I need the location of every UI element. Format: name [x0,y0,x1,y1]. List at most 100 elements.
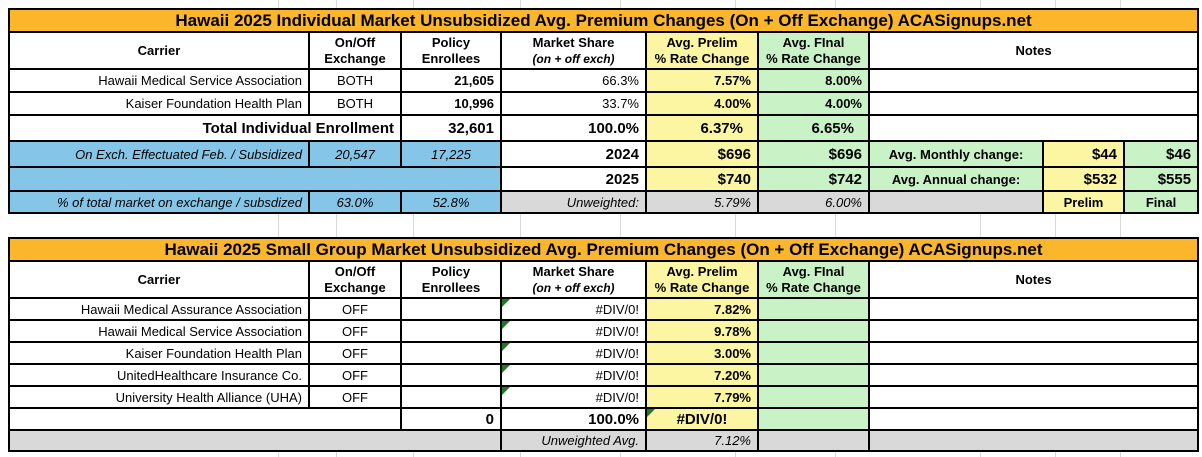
cell-blank-blue[interactable] [8,166,502,192]
col-header-notes[interactable]: Notes [867,31,1200,70]
cell-monthly-change-prelim[interactable]: $44 [1042,140,1125,168]
cell-total-prelim[interactable]: #DIV/0! [645,407,759,431]
cell-prelim-change[interactable]: 7.20% [645,363,759,387]
cell-final-change[interactable] [757,363,870,387]
col-header-market-share[interactable]: Market Share (on + off exch) [500,31,647,70]
cell-exchange[interactable]: OFF [308,363,402,387]
cell-annual-change-prelim[interactable]: $532 [1042,166,1125,192]
cell-notes[interactable] [867,363,1200,387]
cell-blank[interactable] [8,407,402,431]
cell-total-prelim[interactable]: 6.37% [645,114,759,142]
cell-carrier[interactable]: Kaiser Foundation Health Plan [8,91,310,116]
unweighted-label[interactable]: Unweighted: [500,190,647,214]
cell-monthly-change-final[interactable]: $46 [1122,140,1200,168]
cell-market-share[interactable]: #DIV/0! [500,319,647,343]
cell-carrier[interactable]: Kaiser Foundation Health Plan [8,341,310,365]
cell-unweighted-prelim[interactable]: 5.79% [645,190,759,214]
cell-total-share[interactable]: 100.0% [500,407,647,431]
cell-market-share[interactable]: #DIV/0! [500,385,647,409]
col-header-exchange[interactable]: On/Off Exchange [308,31,402,70]
cell-total-enrollees[interactable]: 0 [400,407,502,431]
cell-carrier[interactable]: UnitedHealthcare Insurance Co. [8,363,310,387]
cell-carrier[interactable]: Hawaii Medical Assurance Association [8,297,310,321]
cell-carrier[interactable]: Hawaii Medical Service Association [8,319,310,343]
cell-exchange[interactable]: OFF [308,385,402,409]
cell-prelim-change[interactable]: 3.00% [645,341,759,365]
cell-final-change[interactable] [757,341,870,365]
cell-blank-gray[interactable] [867,429,1200,452]
cell-final-change[interactable] [757,297,870,321]
cell-notes[interactable] [867,68,1200,93]
col-header-exchange[interactable]: On/Off Exchange [308,260,402,299]
cell-blank-gray[interactable] [8,429,502,452]
cell-market-share[interactable]: 66.3% [500,68,647,93]
cell-enrollees[interactable] [400,363,502,387]
col-header-carrier[interactable]: Carrier [8,31,310,70]
cell-blank-gray[interactable] [868,190,1044,214]
total-label[interactable]: Total Individual Enrollment [8,114,402,142]
cell-total-final[interactable]: 6.65% [757,114,870,142]
cell-market-share[interactable]: #DIV/0! [500,363,647,387]
cell-carrier[interactable]: University Health Alliance (UHA) [8,385,310,409]
cell-enrollees[interactable] [400,341,502,365]
pct-label[interactable]: % of total market on exchange / subsdize… [8,190,310,214]
cell-enrollees[interactable] [400,385,502,409]
unweighted-label[interactable]: Unweighted Avg. [500,429,647,452]
cell-exchange[interactable]: BOTH [308,68,402,93]
subsidized-label[interactable]: On Exch. Effectuated Feb. / Subsidized [8,140,310,168]
cell-notes[interactable] [867,319,1200,343]
cell-prelim-change[interactable]: 7.57% [645,68,759,93]
cell-notes[interactable] [867,341,1200,365]
cell-prelim-change[interactable]: 7.82% [645,297,759,321]
cell-final-change[interactable]: 4.00% [757,91,870,116]
cell-prelim-change[interactable]: 9.78% [645,319,759,343]
cell-enrollees[interactable] [400,297,502,321]
table-title[interactable]: Hawaii 2025 Small Group Market Unsubsidi… [7,237,1200,262]
cell-prelim-change[interactable]: 7.79% [645,385,759,409]
annual-change-label[interactable]: Avg. Annual change: [868,166,1044,192]
cell-enrollees[interactable]: 21,605 [400,68,502,93]
table-title[interactable]: Hawaii 2025 Individual Market Unsubsidiz… [7,8,1200,33]
col-header-market-share[interactable]: Market Share (on + off exch) [500,260,647,299]
cell-enrollees[interactable] [400,319,502,343]
col-header-prelim[interactable]: Avg. Prelim % Rate Change [645,31,759,70]
cell-notes[interactable] [867,114,1200,142]
cell-exchange[interactable]: OFF [308,319,402,343]
final-column-label[interactable]: Final [1122,190,1200,214]
cell-exchange[interactable]: OFF [308,341,402,365]
cell-exchange[interactable]: OFF [308,297,402,321]
cell-unweighted-prelim[interactable]: 7.12% [645,429,759,452]
cell-notes[interactable] [867,385,1200,409]
col-header-carrier[interactable]: Carrier [8,260,310,299]
cell-notes[interactable] [867,91,1200,116]
cell-market-share[interactable]: #DIV/0! [500,297,647,321]
cell-year-label[interactable]: 2025 [500,166,647,192]
cell-annual-change-final[interactable]: $555 [1122,166,1200,192]
prelim-column-label[interactable]: Prelim [1042,190,1125,214]
cell-final-change[interactable] [757,385,870,409]
cell-total-share[interactable]: 100.0% [500,114,647,142]
cell-market-share[interactable]: #DIV/0! [500,341,647,365]
cell-notes[interactable] [867,297,1200,321]
cell-exchange[interactable]: BOTH [308,91,402,116]
cell-notes[interactable] [867,407,1200,431]
cell-unweighted-final[interactable]: 6.00% [757,190,870,214]
cell-total-enrollees[interactable]: 32,601 [400,114,502,142]
cell-year-label[interactable]: 2024 [500,140,647,168]
col-header-enrollees[interactable]: Policy Enrollees [400,31,502,70]
cell-final-change[interactable]: 8.00% [757,68,870,93]
col-header-notes[interactable]: Notes [867,260,1200,299]
col-header-final[interactable]: Avg. FInal % Rate Change [757,260,870,299]
col-header-prelim[interactable]: Avg. Prelim % Rate Change [645,260,759,299]
col-header-enrollees[interactable]: Policy Enrollees [400,260,502,299]
cell-prelim-premium[interactable]: $740 [645,166,759,192]
cell-enrollees[interactable]: 10,996 [400,91,502,116]
monthly-change-label[interactable]: Avg. Monthly change: [868,140,1044,168]
cell-market-share[interactable]: 33.7% [500,91,647,116]
col-header-final[interactable]: Avg. FInal % Rate Change [757,31,870,70]
cell-prelim-premium[interactable]: $696 [645,140,759,168]
cell-final-premium[interactable]: $696 [757,140,870,168]
cell-carrier[interactable]: Hawaii Medical Service Association [8,68,310,93]
cell-final-change[interactable] [757,319,870,343]
cell-total-final[interactable] [757,407,870,431]
